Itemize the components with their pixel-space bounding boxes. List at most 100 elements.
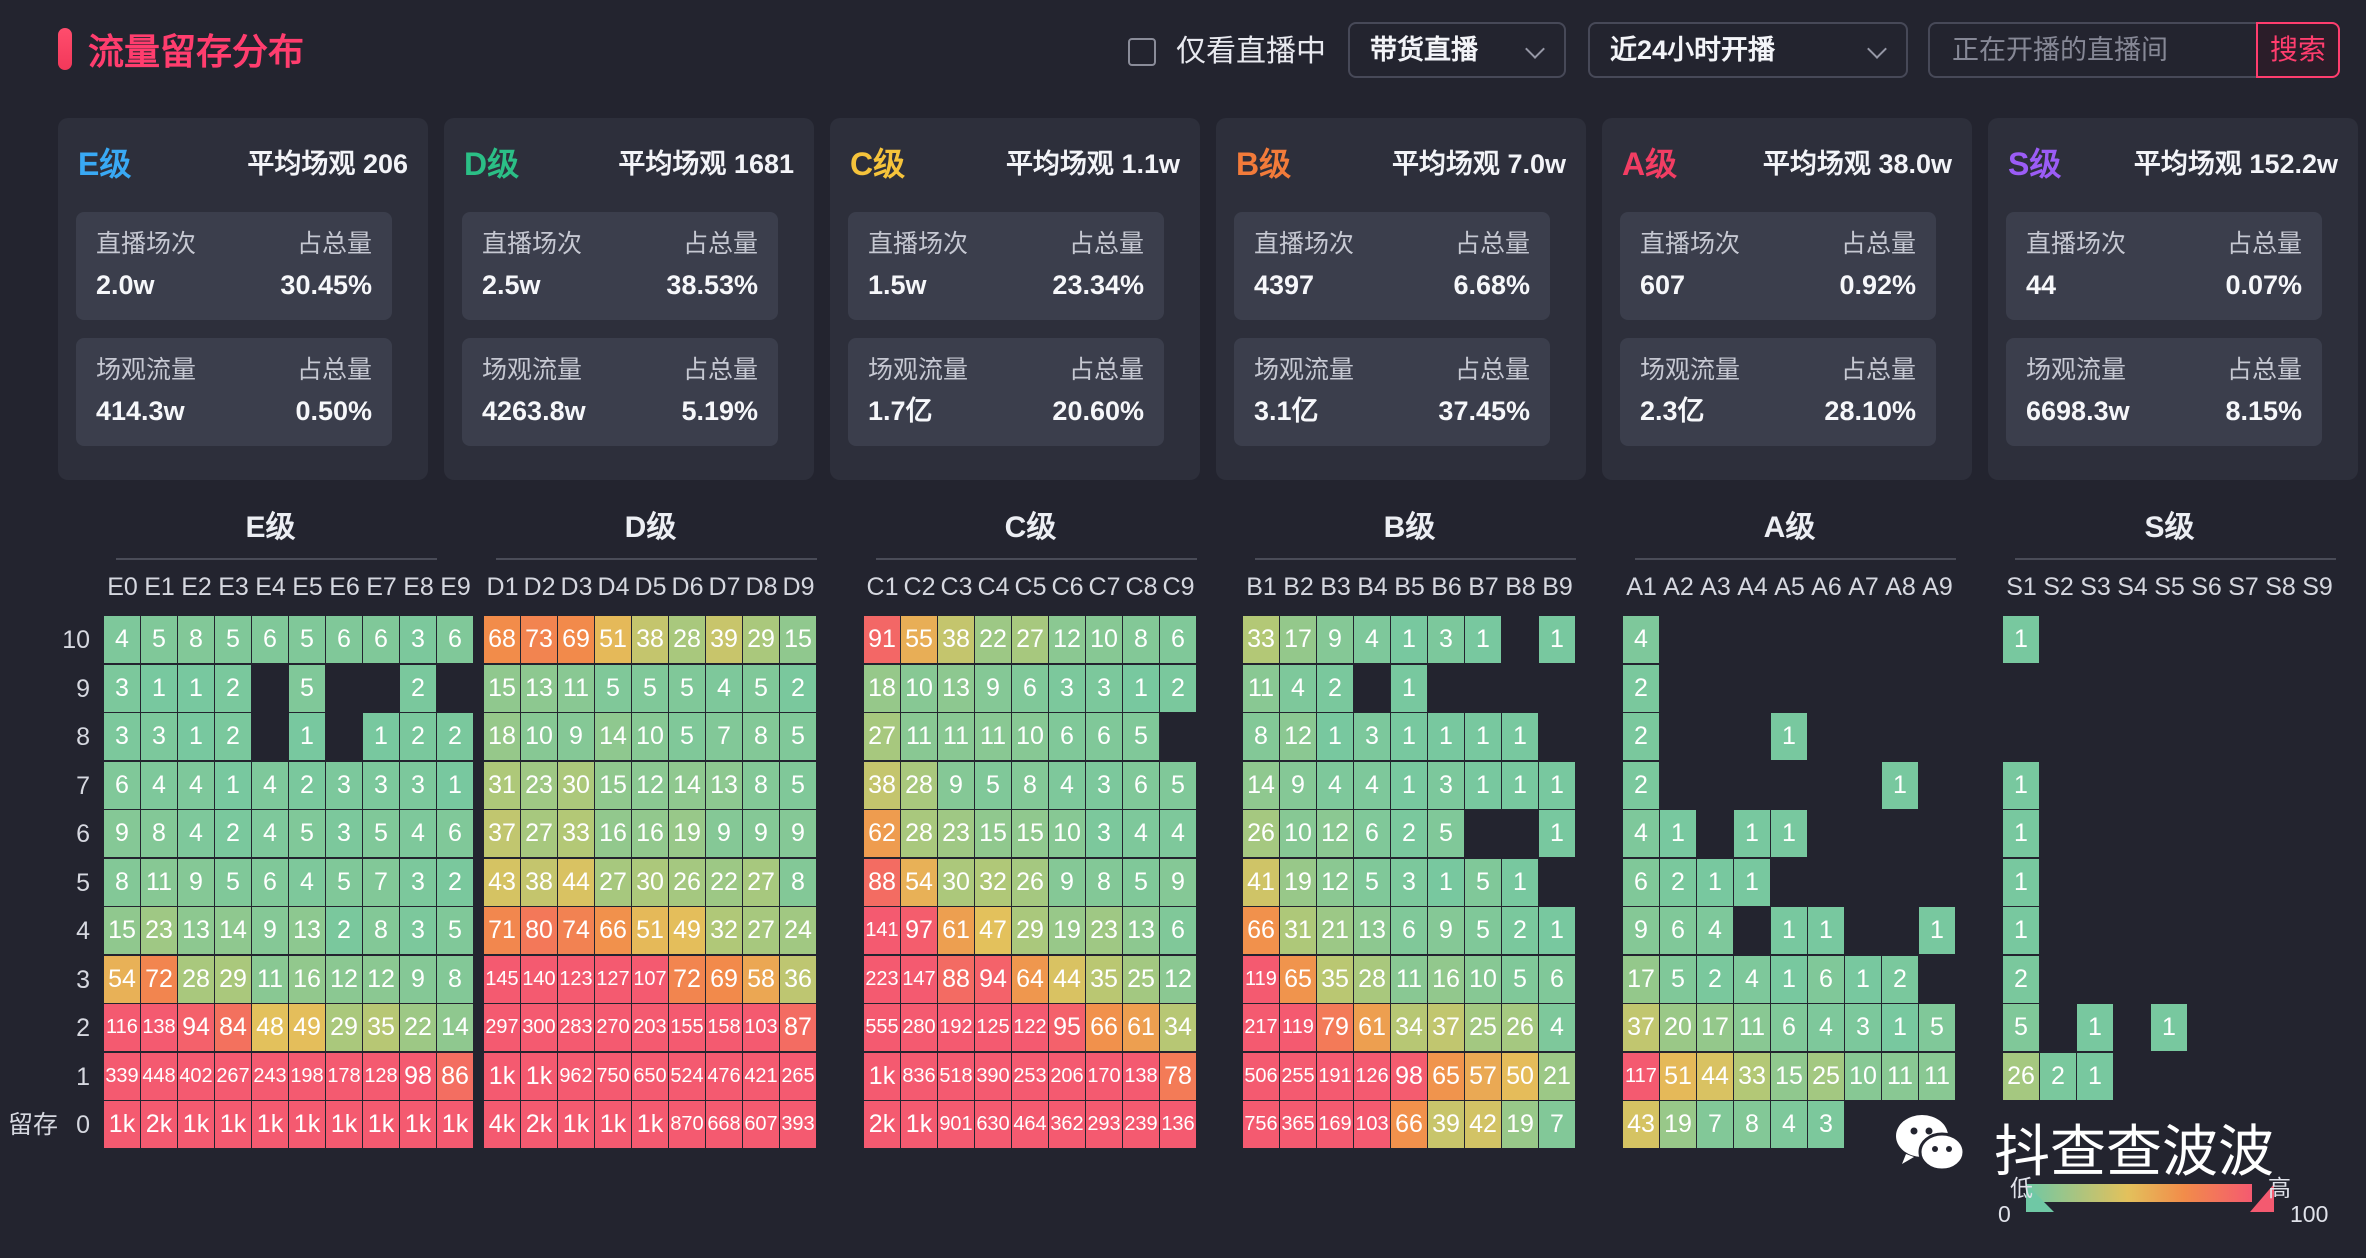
- heatmap-cell[interactable]: 26: [2003, 1052, 2039, 1100]
- heatmap-cell[interactable]: 518: [938, 1052, 974, 1100]
- heatmap-cell[interactable]: 13: [706, 761, 742, 809]
- heatmap-cell[interactable]: 3: [1086, 810, 1122, 857]
- heatmap-cell[interactable]: 123: [558, 955, 594, 1003]
- heatmap-cell[interactable]: 11: [558, 664, 594, 712]
- heatmap-cell[interactable]: 136: [1160, 1101, 1196, 1148]
- heatmap-cell[interactable]: 32: [706, 907, 742, 954]
- heatmap-cell[interactable]: 2: [1697, 955, 1733, 1003]
- heatmap-cell[interactable]: 29: [1012, 907, 1048, 954]
- heatmap-cell[interactable]: 2: [1623, 761, 1659, 809]
- heatmap-cell[interactable]: 1k: [484, 1052, 520, 1100]
- heatmap-cell[interactable]: 4: [1123, 810, 1159, 857]
- heatmap-cell[interactable]: 14: [595, 713, 631, 760]
- heatmap-cell[interactable]: 38: [632, 616, 668, 663]
- heatmap-cell[interactable]: 6: [1391, 907, 1427, 954]
- heatmap-cell[interactable]: 9: [1428, 907, 1464, 954]
- heatmap-cell[interactable]: 5: [1919, 1004, 1955, 1051]
- heatmap-cell[interactable]: 1: [178, 664, 214, 712]
- heatmap-cell[interactable]: 2k: [521, 1101, 557, 1148]
- heatmap-cell[interactable]: 23: [938, 810, 974, 857]
- heatmap-cell[interactable]: 962: [558, 1052, 594, 1100]
- heatmap-cell[interactable]: 402: [178, 1052, 214, 1100]
- heatmap-cell[interactable]: 1: [1539, 810, 1575, 857]
- heatmap-cell[interactable]: 15: [104, 907, 140, 954]
- heatmap-cell[interactable]: 2: [1882, 955, 1918, 1003]
- heatmap-cell[interactable]: 117: [1623, 1052, 1659, 1100]
- heatmap-cell[interactable]: 448: [141, 1052, 177, 1100]
- heatmap-cell[interactable]: 9: [780, 810, 816, 857]
- heatmap-cell[interactable]: 170: [1086, 1052, 1122, 1100]
- heatmap-cell[interactable]: 97: [901, 907, 937, 954]
- heatmap-cell[interactable]: 33: [1734, 1052, 1770, 1100]
- heatmap-cell[interactable]: 28: [901, 761, 937, 809]
- heatmap-cell[interactable]: 23: [1086, 907, 1122, 954]
- heatmap-cell[interactable]: 9: [975, 664, 1011, 712]
- heatmap-cell[interactable]: 362: [1049, 1101, 1085, 1148]
- heatmap-cell[interactable]: 2: [215, 810, 251, 857]
- heatmap-cell[interactable]: 3: [326, 761, 362, 809]
- heatmap-cell[interactable]: 1k: [558, 1101, 594, 1148]
- heatmap-cell[interactable]: 8: [104, 858, 140, 906]
- heatmap-cell[interactable]: 51: [595, 616, 631, 663]
- heatmap-cell[interactable]: 421: [743, 1052, 779, 1100]
- heatmap-cell[interactable]: 68: [484, 616, 520, 663]
- heatmap-cell[interactable]: 3: [1354, 713, 1390, 760]
- heatmap-cell[interactable]: 1: [1882, 761, 1918, 809]
- heatmap-cell[interactable]: 1k: [326, 1101, 362, 1148]
- heatmap-cell[interactable]: 10: [1012, 713, 1048, 760]
- heatmap-cell[interactable]: 72: [141, 955, 177, 1003]
- heatmap-cell[interactable]: 239: [1123, 1101, 1159, 1148]
- heatmap-cell[interactable]: 138: [141, 1004, 177, 1051]
- heatmap-cell[interactable]: 26: [1012, 858, 1048, 906]
- heatmap-cell[interactable]: 9: [104, 810, 140, 857]
- heatmap-cell[interactable]: 2: [400, 713, 436, 760]
- heatmap-cell[interactable]: 630: [975, 1101, 1011, 1148]
- heatmap-cell[interactable]: 10: [521, 713, 557, 760]
- heatmap-cell[interactable]: 98: [400, 1052, 436, 1100]
- heatmap-cell[interactable]: 2: [289, 761, 325, 809]
- heatmap-cell[interactable]: 73: [521, 616, 557, 663]
- heatmap-cell[interactable]: 3: [1391, 858, 1427, 906]
- heatmap-cell[interactable]: 6: [1160, 616, 1196, 663]
- heatmap-cell[interactable]: 4: [1049, 761, 1085, 809]
- heatmap-cell[interactable]: 66: [595, 907, 631, 954]
- heatmap-cell[interactable]: 8: [1123, 616, 1159, 663]
- heatmap-cell[interactable]: 10: [1280, 810, 1316, 857]
- heatmap-cell[interactable]: 4: [289, 858, 325, 906]
- heatmap-cell[interactable]: 1k: [178, 1101, 214, 1148]
- heatmap-cell[interactable]: 4: [178, 761, 214, 809]
- heatmap-cell[interactable]: 203: [632, 1004, 668, 1051]
- heatmap-cell[interactable]: 13: [289, 907, 325, 954]
- heatmap-cell[interactable]: 836: [901, 1052, 937, 1100]
- heatmap-cell[interactable]: 3: [104, 664, 140, 712]
- heatmap-cell[interactable]: 25: [1123, 955, 1159, 1003]
- heatmap-cell[interactable]: 870: [669, 1101, 705, 1148]
- heatmap-cell[interactable]: 464: [1012, 1101, 1048, 1148]
- heatmap-cell[interactable]: 6: [1049, 713, 1085, 760]
- heatmap-cell[interactable]: 9: [558, 713, 594, 760]
- heatmap-cell[interactable]: 270: [595, 1004, 631, 1051]
- heatmap-cell[interactable]: 13: [178, 907, 214, 954]
- heatmap-cell[interactable]: 22: [706, 858, 742, 906]
- heatmap-cell[interactable]: 6: [1160, 907, 1196, 954]
- heatmap-cell[interactable]: 4: [1623, 810, 1659, 857]
- heatmap-cell[interactable]: 5: [215, 858, 251, 906]
- heatmap-cell[interactable]: 22: [975, 616, 1011, 663]
- heatmap-cell[interactable]: 5: [326, 858, 362, 906]
- heatmap-cell[interactable]: 38: [938, 616, 974, 663]
- heatmap-cell[interactable]: 19: [1502, 1101, 1538, 1148]
- heatmap-cell[interactable]: 4: [1734, 955, 1770, 1003]
- heatmap-cell[interactable]: 5: [1465, 858, 1501, 906]
- heatmap-cell[interactable]: 6: [1808, 955, 1844, 1003]
- heatmap-cell[interactable]: 6: [326, 616, 362, 663]
- heatmap-cell[interactable]: 1: [2077, 1052, 2113, 1100]
- heatmap-cell[interactable]: 11: [901, 713, 937, 760]
- heatmap-cell[interactable]: 5: [1123, 713, 1159, 760]
- heatmap-cell[interactable]: 6: [1012, 664, 1048, 712]
- heatmap-cell[interactable]: 14: [215, 907, 251, 954]
- heatmap-cell[interactable]: 15: [975, 810, 1011, 857]
- heatmap-cell[interactable]: 5: [743, 664, 779, 712]
- heatmap-cell[interactable]: 1: [1882, 1004, 1918, 1051]
- heatmap-cell[interactable]: 8: [1012, 761, 1048, 809]
- heatmap-cell[interactable]: 29: [743, 616, 779, 663]
